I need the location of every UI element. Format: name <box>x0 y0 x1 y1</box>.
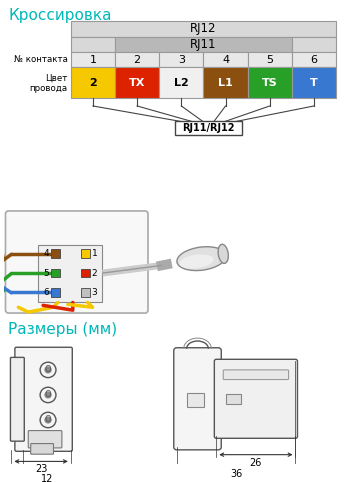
Bar <box>248 67 292 98</box>
Bar <box>248 52 292 67</box>
FancyBboxPatch shape <box>174 348 221 450</box>
Bar <box>81 288 90 297</box>
Text: O: O <box>45 390 51 400</box>
Bar <box>71 52 115 67</box>
Ellipse shape <box>179 254 214 268</box>
Bar <box>81 250 90 258</box>
Bar <box>292 67 336 98</box>
Circle shape <box>45 417 51 423</box>
FancyBboxPatch shape <box>31 443 53 454</box>
Text: 3: 3 <box>92 288 97 297</box>
Bar <box>115 52 159 67</box>
Text: Цвет
провода: Цвет провода <box>30 73 68 93</box>
Ellipse shape <box>177 247 226 270</box>
Bar <box>175 121 242 135</box>
Text: L2: L2 <box>174 78 189 88</box>
FancyBboxPatch shape <box>15 347 72 451</box>
Bar <box>203 52 248 67</box>
Bar <box>203 67 248 98</box>
Text: 5: 5 <box>43 268 49 278</box>
Bar <box>51 269 60 278</box>
Text: RJ11/RJ12: RJ11/RJ12 <box>182 123 235 133</box>
Text: L1: L1 <box>218 78 233 88</box>
Bar <box>38 245 103 303</box>
Text: 36: 36 <box>230 469 242 479</box>
Bar <box>159 52 203 67</box>
Text: 26: 26 <box>250 457 262 468</box>
Text: 23: 23 <box>35 464 47 474</box>
Bar <box>226 394 241 403</box>
Text: TS: TS <box>262 78 278 88</box>
Text: 2: 2 <box>133 55 141 65</box>
Text: Кроссировка: Кроссировка <box>9 8 112 23</box>
Ellipse shape <box>218 244 228 263</box>
Bar <box>115 67 159 98</box>
Bar <box>186 393 204 406</box>
Text: TX: TX <box>129 78 145 88</box>
Text: 3: 3 <box>178 55 185 65</box>
Text: RJ11: RJ11 <box>190 38 217 51</box>
FancyBboxPatch shape <box>28 430 62 448</box>
Text: 2: 2 <box>89 78 97 88</box>
Text: 5: 5 <box>266 55 273 65</box>
Bar <box>115 37 292 52</box>
Text: O: O <box>45 365 51 375</box>
Bar <box>292 37 336 52</box>
Text: 12: 12 <box>41 474 53 482</box>
Circle shape <box>45 392 51 398</box>
Text: RJ12: RJ12 <box>190 22 217 35</box>
Bar <box>71 21 336 37</box>
Bar <box>81 269 90 278</box>
Text: 1: 1 <box>92 249 97 258</box>
Bar <box>292 52 336 67</box>
Text: T: T <box>310 78 318 88</box>
Bar <box>51 288 60 297</box>
Text: 6: 6 <box>311 55 318 65</box>
Bar <box>71 37 115 52</box>
Text: 4: 4 <box>43 249 49 258</box>
FancyBboxPatch shape <box>10 357 24 441</box>
Text: O: O <box>45 415 51 425</box>
Circle shape <box>45 367 51 373</box>
Text: № контакта: № контакта <box>14 55 68 64</box>
Text: 2: 2 <box>92 268 97 278</box>
FancyBboxPatch shape <box>6 211 148 313</box>
FancyBboxPatch shape <box>214 359 298 438</box>
Text: 6: 6 <box>43 288 49 297</box>
FancyBboxPatch shape <box>223 370 289 379</box>
Bar <box>71 67 115 98</box>
Bar <box>51 250 60 258</box>
Text: 1: 1 <box>89 55 96 65</box>
Text: 4: 4 <box>222 55 229 65</box>
Text: Размеры (мм): Размеры (мм) <box>9 321 118 337</box>
Bar <box>159 67 203 98</box>
